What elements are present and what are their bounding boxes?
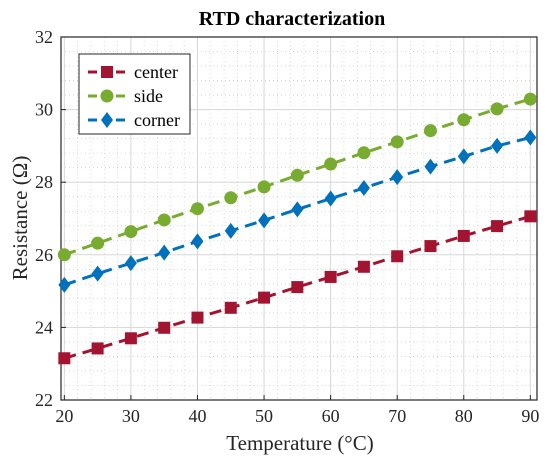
data-point-center (391, 250, 404, 263)
data-point-center (491, 220, 504, 233)
data-point-corner (524, 129, 537, 146)
data-point-side (324, 157, 338, 171)
series-line-center (63, 214, 531, 360)
data-point-center (324, 270, 337, 283)
y-tick-label: 32 (35, 27, 53, 47)
data-point-center (457, 229, 470, 242)
data-point-side (490, 102, 504, 116)
x-tick-label: 90 (521, 406, 539, 426)
data-point-side (457, 113, 471, 127)
data-point-corner (324, 190, 337, 207)
y-tick-label: 22 (35, 390, 53, 410)
legend-marker-corner (101, 112, 113, 128)
data-point-side (523, 92, 537, 106)
data-point-center (357, 260, 370, 273)
data-point-center (124, 332, 137, 345)
data-point-corner (158, 244, 171, 261)
axis-ticks: 20 30 40 50 60 70 80 90 22 24 26 28 30 32 (35, 27, 539, 426)
series-corner (58, 129, 537, 293)
x-tick-label: 50 (255, 406, 273, 426)
chart-title: RTD characterization (199, 8, 385, 30)
y-tick-label: 30 (35, 100, 53, 120)
data-point-side (390, 135, 404, 149)
y-axis-label: Resistance (Ω) (8, 156, 32, 281)
legend-items: center side corner (88, 62, 180, 130)
legend: center side corner (78, 53, 191, 135)
x-tick-label: 70 (388, 406, 406, 426)
y-tick-label: 24 (35, 317, 53, 337)
data-point-side (423, 124, 437, 138)
legend-box (78, 53, 191, 135)
data-point-corner (224, 222, 237, 239)
legend-label-corner: corner (134, 110, 180, 130)
data-point-center (291, 281, 304, 294)
data-point-corner (58, 276, 71, 293)
data-point-side (124, 225, 138, 239)
data-point-corner (291, 201, 304, 218)
data-point-side (290, 168, 304, 182)
data-point-corner (424, 158, 437, 175)
data-point-side (357, 146, 371, 160)
data-point-corner (457, 148, 470, 165)
data-point-side (224, 191, 238, 205)
data-point-corner (91, 265, 104, 282)
data-point-center (158, 321, 171, 334)
series-line-side (63, 97, 531, 257)
data-point-center (191, 311, 204, 324)
data-point-center (424, 240, 437, 253)
y-tick-label: 26 (35, 245, 53, 265)
series-side (57, 92, 537, 262)
legend-label-center: center (134, 62, 178, 82)
data-point-center (258, 291, 271, 304)
data-point-side (91, 236, 105, 250)
y-tick-label: 28 (35, 172, 53, 192)
legend-label-side: side (134, 86, 163, 106)
data-point-side (257, 180, 271, 194)
x-tick-label: 40 (188, 406, 206, 426)
x-axis-label: Temperature (°C) (226, 431, 373, 455)
data-point-side (57, 248, 71, 262)
series-center (58, 210, 537, 365)
x-tick-label: 60 (322, 406, 340, 426)
data-point-corner (357, 180, 370, 197)
data-point-center (524, 210, 537, 223)
data-point-corner (491, 137, 504, 154)
legend-marker-side (100, 89, 114, 103)
data-point-center (91, 342, 104, 355)
x-tick-label: 80 (455, 406, 473, 426)
data-point-corner (191, 233, 204, 250)
x-tick-label: 30 (122, 406, 140, 426)
data-point-side (190, 202, 204, 216)
data-point-corner (258, 212, 271, 229)
plot-frame (60, 36, 538, 401)
data-point-corner (124, 255, 137, 272)
data-point-side (157, 213, 171, 227)
data-point-corner (391, 169, 404, 186)
data-point-center (58, 352, 71, 365)
data-series (57, 92, 537, 365)
x-tick-label: 20 (55, 406, 73, 426)
series-line-corner (63, 136, 531, 287)
data-point-center (224, 301, 237, 314)
legend-marker-center (101, 66, 113, 78)
